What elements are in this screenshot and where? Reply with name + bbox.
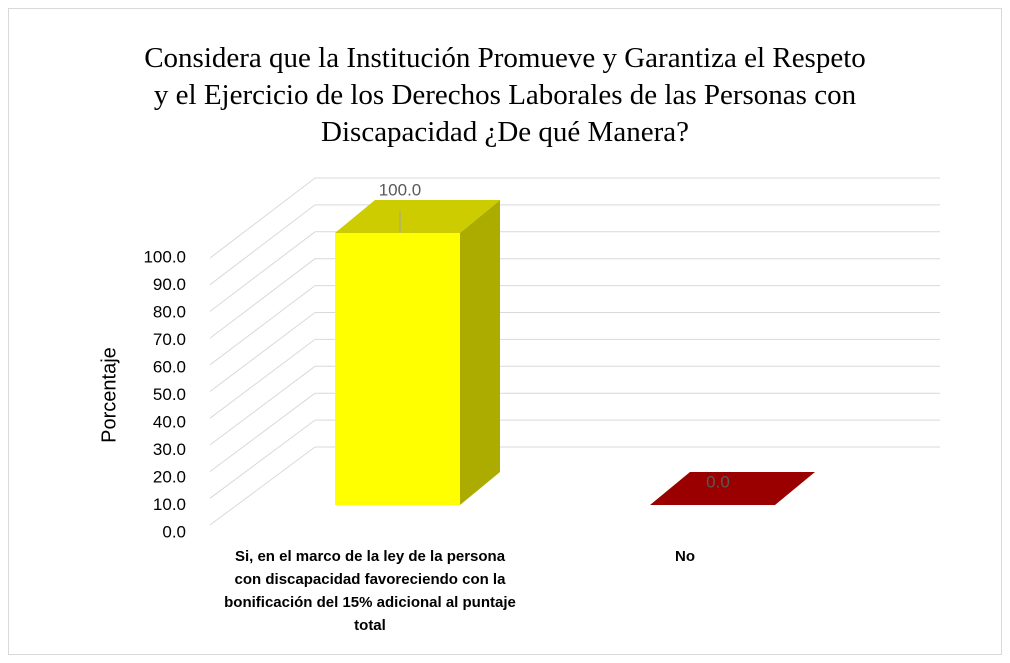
y-tick-label: 80.0 <box>153 302 186 321</box>
grid-line-side <box>209 177 316 259</box>
y-tick-label: 100.0 <box>143 247 186 266</box>
chart-border <box>8 8 1002 655</box>
grid-line-side <box>209 365 316 446</box>
x-tick-label: Si, en el marco de la ley de la persona … <box>224 548 516 634</box>
y-tick-label: 40.0 <box>153 412 186 431</box>
x-tick-label: No <box>675 548 695 565</box>
y-tick-label: 90.0 <box>153 275 186 294</box>
grid-line-side <box>209 312 316 392</box>
y-tick-label: 50.0 <box>153 385 186 404</box>
grid-line-side <box>209 204 316 286</box>
y-tick-label: 60.0 <box>153 357 186 376</box>
chart-title: Considera que la Institución Promueve y … <box>144 42 866 148</box>
y-tick-label: 10.0 <box>153 495 186 514</box>
y-tick-label: 70.0 <box>153 330 186 349</box>
y-tick-label: 20.0 <box>153 467 186 486</box>
data-label: 100.0 <box>379 180 422 199</box>
grid-line-side <box>209 419 316 499</box>
bar-top <box>335 200 500 233</box>
grid-line-side <box>209 231 316 312</box>
y-tick-label: 0.0 <box>162 522 186 541</box>
grid-line-side <box>209 446 316 526</box>
bar-top <box>650 472 815 505</box>
grid-line-side <box>209 339 316 419</box>
y-tick-label: 30.0 <box>153 440 186 459</box>
y-axis-label: Porcentaje <box>98 347 120 443</box>
bar <box>335 233 460 505</box>
grid-line-side <box>209 285 316 366</box>
data-label: 0.0 <box>706 472 730 491</box>
grid-line-side <box>209 258 316 339</box>
grid-line-side <box>209 392 316 473</box>
bar-side <box>460 200 500 505</box>
